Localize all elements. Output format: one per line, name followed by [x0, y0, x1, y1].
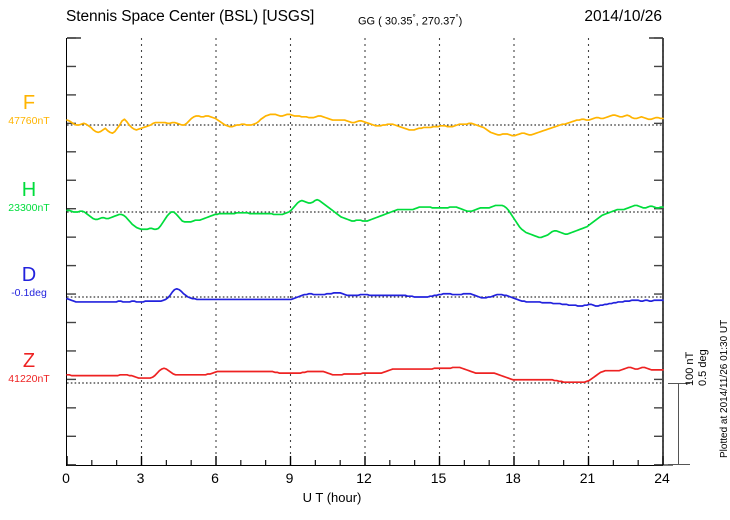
page-title: Stennis Space Center (BSL) [USGS] — [66, 8, 315, 25]
x-axis-title-text: U T (hour) — [302, 490, 362, 505]
plot-svg — [66, 37, 673, 466]
trace-label-D: D -0.1deg — [0, 265, 62, 300]
x-tick-label-12: 12 — [356, 470, 372, 486]
trace-D — [66, 287, 664, 307]
scale-deg-label: 0.5 deg — [696, 349, 709, 386]
trace-label-F: F 47760nT — [0, 93, 62, 128]
trace-label-H: H 23300nT — [0, 180, 62, 215]
degree-icon-lat: ° — [412, 13, 416, 22]
trace-label-Z: Z 41220nT — [0, 351, 62, 386]
x-tick-label-3: 3 — [136, 470, 145, 486]
latitude-value: 30.35 — [384, 15, 413, 28]
x-tick-label-21: 21 — [579, 470, 596, 486]
plotted-at-label: Plotted at 2014/11/26 01:30 UT — [719, 319, 730, 458]
x-tick-label-0: 0 — [62, 470, 70, 486]
grid-lines — [140, 38, 664, 465]
data-traces — [66, 113, 664, 384]
longitude-value: 270.37 — [421, 15, 456, 28]
trace-Z — [66, 366, 664, 384]
y-axis-ticks — [67, 37, 673, 466]
coords-prefix: GG ( — [358, 15, 382, 28]
trace-F — [66, 113, 664, 137]
scale-bar-labels: 100 nT 0.5 deg — [684, 306, 709, 386]
scale-bar-line — [678, 383, 680, 465]
x-tick-label-24: 24 — [654, 470, 670, 486]
observation-date: 2014/10/26 — [584, 8, 662, 25]
trace-symbol-F: F — [22, 92, 36, 114]
baseline-lines — [67, 124, 663, 384]
trace-symbol-H: H — [21, 179, 37, 201]
x-tick-label-6: 6 — [211, 470, 219, 486]
coords-suffix: ) — [458, 15, 463, 28]
x-tick-label-18: 18 — [505, 470, 521, 486]
x-tick-label-9: 9 — [285, 470, 294, 486]
scale-bar — [668, 383, 690, 465]
trace-symbol-Z: Z — [22, 350, 36, 372]
x-axis-title: U T (hour) — [0, 490, 730, 505]
trace-baseline-value-H: 23300nT — [8, 202, 50, 214]
degree-icon-lon: ° — [455, 13, 459, 22]
trace-symbol-D: D — [21, 264, 37, 286]
scale-nt-label: 100 nT — [684, 351, 696, 386]
scale-bar-bottom-cap — [668, 463, 690, 465]
trace-baseline-value-Z: 41220nT — [8, 373, 50, 385]
trace-H — [66, 198, 664, 239]
x-axis-ticks — [66, 456, 664, 465]
trace-baseline-value-F: 47760nT — [8, 115, 50, 127]
magnetogram-plot-area — [66, 37, 673, 466]
geographic-coordinates: GG ( 30.35°, 270.37°) — [358, 13, 463, 28]
trace-baseline-value-D: -0.1deg — [11, 287, 47, 299]
x-tick-label-15: 15 — [430, 470, 447, 486]
